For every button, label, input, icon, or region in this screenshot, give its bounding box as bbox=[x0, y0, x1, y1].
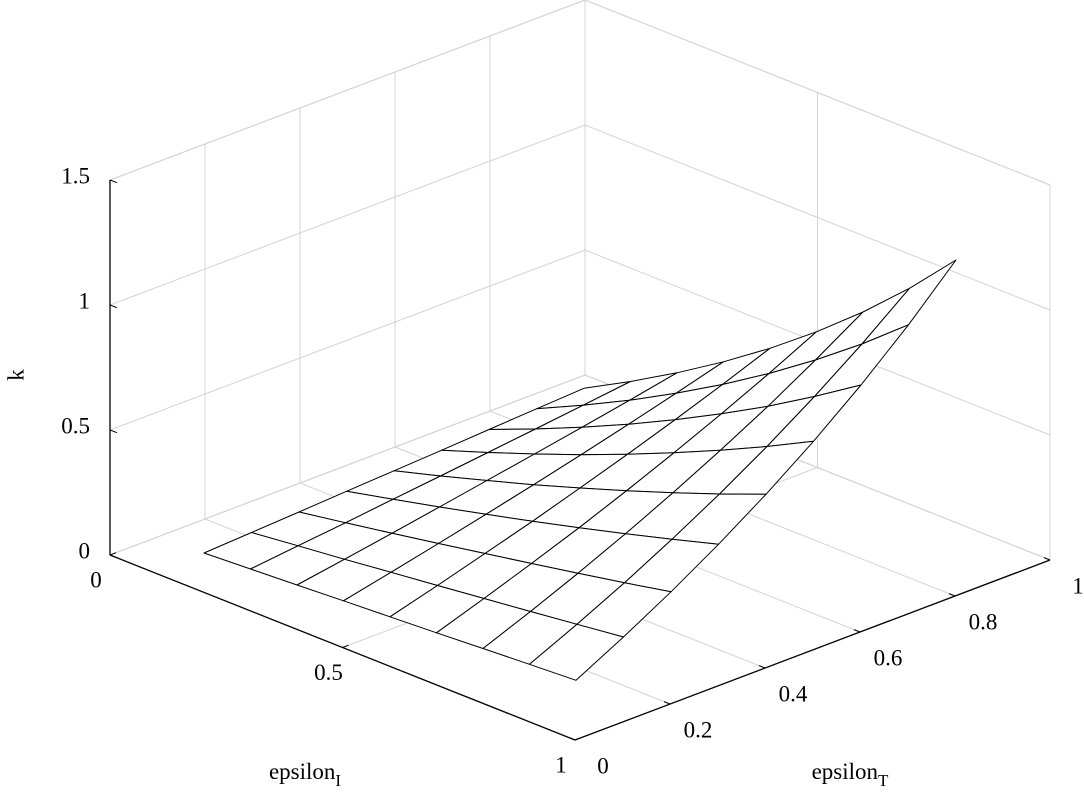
tick-mark bbox=[853, 629, 861, 633]
tick-mark bbox=[109, 429, 118, 434]
grid-line bbox=[584, 0, 1051, 186]
tick-mark bbox=[663, 701, 671, 705]
y-tick-label: 1 bbox=[1072, 573, 1084, 598]
x-tick-label: 0.5 bbox=[314, 660, 343, 685]
tick-mark bbox=[342, 644, 349, 648]
surface bbox=[203, 259, 957, 681]
x-axis-line bbox=[109, 554, 576, 741]
surface-cell bbox=[861, 259, 957, 345]
z-axis-label: k bbox=[3, 369, 28, 381]
tick-mark bbox=[109, 552, 117, 556]
x-axis-label: epsilonI bbox=[269, 759, 341, 790]
z-tick-label: 0 bbox=[79, 538, 91, 563]
surface-cell bbox=[529, 623, 624, 681]
x-axis-label-sub: I bbox=[335, 771, 341, 790]
tick-mark bbox=[758, 665, 766, 669]
y-tick-label: 0.4 bbox=[779, 681, 808, 706]
grid-line bbox=[109, 124, 586, 306]
tick-mark bbox=[109, 179, 118, 184]
z-tick-label: 1.5 bbox=[61, 163, 90, 188]
x-tick-label: 0 bbox=[90, 567, 102, 592]
z-tick-label: 1 bbox=[79, 288, 91, 313]
y-tick-label: 0 bbox=[597, 753, 609, 778]
y-axis-label: epsilonT bbox=[812, 759, 889, 790]
grid-line bbox=[109, 374, 586, 556]
grid-line bbox=[109, 249, 586, 431]
y-tick-label: 0.2 bbox=[684, 717, 713, 742]
y-tick-label: 0.6 bbox=[874, 645, 903, 670]
tick-mark bbox=[948, 593, 956, 597]
grid-line bbox=[109, 0, 586, 181]
tick-mark bbox=[1043, 557, 1051, 561]
x-tick-label: 1 bbox=[555, 752, 567, 777]
tick-mark bbox=[109, 304, 118, 309]
grid-line bbox=[584, 124, 1051, 311]
y-axis-label-sub: T bbox=[878, 771, 889, 790]
y-axis-label-main: epsilon bbox=[812, 759, 879, 784]
y-axis-line bbox=[574, 559, 1051, 741]
axes: 0 0.5 1 0 0.2 0.4 0.6 0.8 1 0 0.5 1 1.5 bbox=[61, 163, 1084, 778]
y-tick-label: 0.8 bbox=[969, 609, 998, 634]
z-tick-label: 0.5 bbox=[61, 413, 90, 438]
x-axis-label-main: epsilon bbox=[269, 759, 336, 784]
